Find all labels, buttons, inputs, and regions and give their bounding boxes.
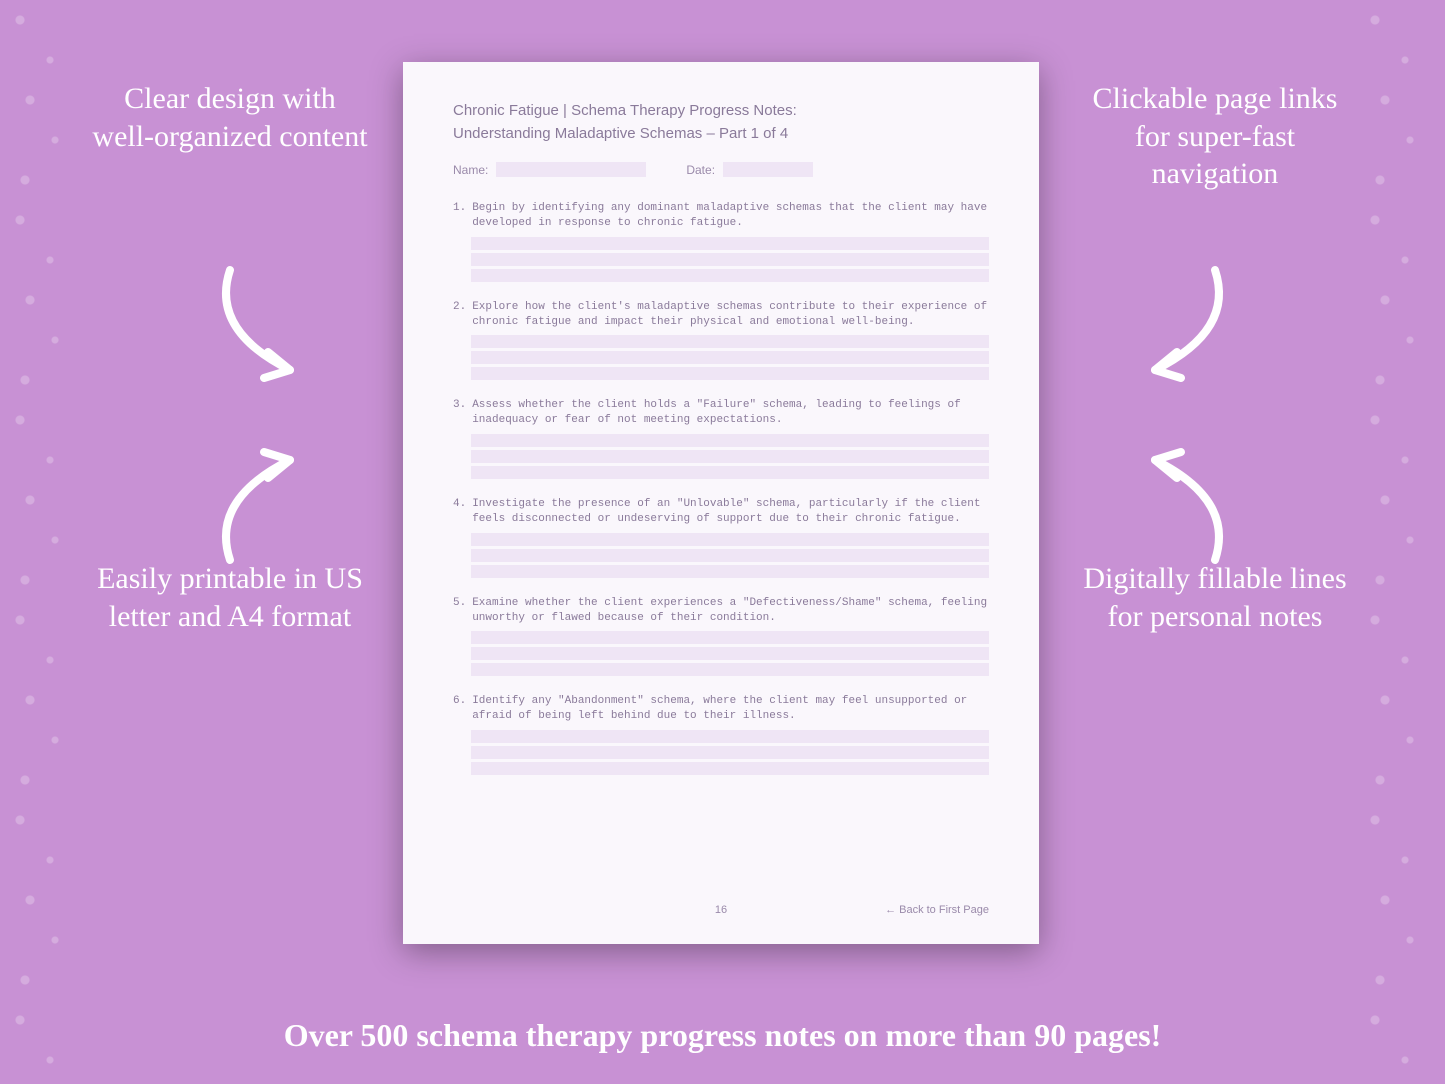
- arrow-br-icon: [1075, 430, 1255, 570]
- item-number: 1.: [453, 201, 466, 231]
- floral-border-right: [1355, 0, 1445, 1084]
- list-item: 4.Investigate the presence of an "Unlova…: [453, 497, 989, 578]
- fill-lines[interactable]: [471, 533, 989, 578]
- list-item: 2.Explore how the client's maladaptive s…: [453, 300, 989, 381]
- arrow-bl-icon: [190, 430, 370, 570]
- item-number: 6.: [453, 694, 466, 724]
- name-input[interactable]: [496, 162, 646, 177]
- page-footer: 16 ← Back to First Page: [453, 904, 989, 916]
- list-item: 3.Assess whether the client holds a "Fai…: [453, 398, 989, 479]
- date-field: Date:: [686, 162, 813, 177]
- floral-border-left: [0, 0, 90, 1084]
- item-body: Begin by identifying any dominant malada…: [472, 201, 989, 231]
- items-list: 1.Begin by identifying any dominant mala…: [453, 201, 989, 775]
- arrow-tr-icon: [1075, 260, 1255, 400]
- name-date-row: Name: Date:: [453, 162, 989, 177]
- page-title-line2: Understanding Maladaptive Schemas – Part…: [453, 125, 989, 142]
- callout-top-right: Clickable page links for super-fast navi…: [1075, 80, 1355, 193]
- callout-top-left: Clear design with well-organized content: [90, 80, 370, 155]
- date-input[interactable]: [723, 162, 813, 177]
- fill-lines[interactable]: [471, 631, 989, 676]
- page-title-line1: Chronic Fatigue | Schema Therapy Progres…: [453, 102, 989, 119]
- name-label: Name:: [453, 163, 488, 177]
- list-item: 6.Identify any "Abandonment" schema, whe…: [453, 694, 989, 775]
- callout-bottom-left: Easily printable in US letter and A4 for…: [90, 560, 370, 635]
- item-body: Examine whether the client experiences a…: [472, 596, 989, 626]
- item-number: 2.: [453, 300, 466, 330]
- page-number: 16: [715, 904, 727, 916]
- callout-bottom-right: Digitally fillable lines for personal no…: [1075, 560, 1355, 635]
- bottom-banner: Over 500 schema therapy progress notes o…: [0, 1017, 1445, 1054]
- arrow-tl-icon: [190, 260, 370, 400]
- page-header: Chronic Fatigue | Schema Therapy Progres…: [453, 102, 989, 142]
- list-item: 1.Begin by identifying any dominant mala…: [453, 201, 989, 282]
- date-label: Date:: [686, 163, 715, 177]
- back-link[interactable]: ← Back to First Page: [885, 904, 989, 916]
- list-item: 5.Examine whether the client experiences…: [453, 596, 989, 677]
- name-field: Name:: [453, 162, 646, 177]
- fill-lines[interactable]: [471, 237, 989, 282]
- fill-lines[interactable]: [471, 434, 989, 479]
- item-body: Explore how the client's maladaptive sch…: [472, 300, 989, 330]
- item-body: Identify any "Abandonment" schema, where…: [472, 694, 989, 724]
- item-number: 4.: [453, 497, 466, 527]
- fill-lines[interactable]: [471, 335, 989, 380]
- fill-lines[interactable]: [471, 730, 989, 775]
- item-body: Investigate the presence of an "Unlovabl…: [472, 497, 989, 527]
- document-page: Chronic Fatigue | Schema Therapy Progres…: [403, 62, 1039, 944]
- item-body: Assess whether the client holds a "Failu…: [472, 398, 989, 428]
- item-number: 3.: [453, 398, 466, 428]
- item-number: 5.: [453, 596, 466, 626]
